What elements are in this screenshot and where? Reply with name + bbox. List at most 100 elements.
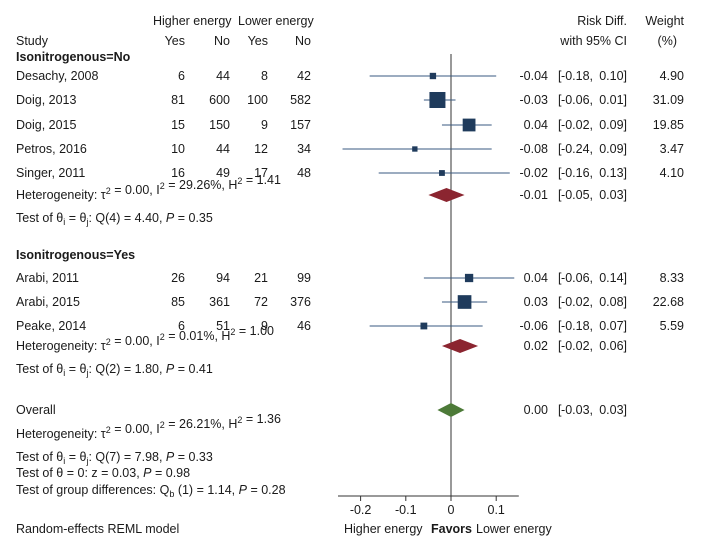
overall-label: Overall bbox=[16, 403, 56, 417]
overall-diamond bbox=[437, 403, 465, 417]
effect-ci-high: 0.01] bbox=[599, 93, 627, 107]
cell-a-yes: 6 bbox=[178, 319, 185, 333]
header-weight: Weight bbox=[645, 14, 684, 28]
group-pooled-diamond bbox=[441, 339, 479, 353]
effect-ci-low: -0.18, bbox=[561, 319, 593, 333]
x-tick-label: 0.1 bbox=[488, 503, 505, 517]
header-ci: with 95% CI bbox=[559, 34, 627, 48]
group-title: Isonitrogenous=Yes bbox=[16, 248, 135, 262]
effect-rd: -0.02 bbox=[520, 166, 549, 180]
forest-rows: Isonitrogenous=No Desachy, 2008 6 44 8 42 -0.0… bbox=[16, 50, 684, 499]
effect-ci-high: 0.07] bbox=[599, 319, 627, 333]
effect-ci-low: -0.18, bbox=[561, 69, 593, 83]
cell-a-no: 600 bbox=[209, 93, 230, 107]
header-a-yes: Yes bbox=[165, 34, 185, 48]
group-heterogeneity: Heterogeneity: τ2 = 0.00, I2 = 29.26%, H… bbox=[16, 173, 281, 202]
group-pooled-ci-low: -0.02, bbox=[561, 339, 593, 353]
effect-bracket: [ bbox=[558, 295, 562, 309]
effect-ci-low: -0.06, bbox=[561, 93, 593, 107]
study-weight: 4.10 bbox=[660, 166, 684, 180]
cell-b-yes: 9 bbox=[261, 118, 268, 132]
effect-ci-high: 0.14] bbox=[599, 271, 627, 285]
effect-rd: -0.03 bbox=[520, 93, 549, 107]
study-name: Arabi, 2015 bbox=[16, 295, 80, 309]
study-marker bbox=[412, 146, 418, 152]
study-marker bbox=[429, 92, 446, 108]
overall-test-zero: Test of θ = 0: z = 0.03, P = 0.98 bbox=[16, 466, 190, 480]
overall-bracket: [ bbox=[558, 403, 562, 417]
header-effect: Risk Diff. bbox=[577, 14, 627, 28]
group-pooled-rd: -0.01 bbox=[520, 188, 549, 202]
group-heterogeneity: Heterogeneity: τ2 = 0.00, I2 = 0.01%, H2… bbox=[16, 324, 274, 353]
study-weight: 5.59 bbox=[660, 319, 684, 333]
x-axis-ticks: -0.2 -0.1 0 0.1 bbox=[350, 496, 505, 517]
group-test: Test of θi = θj: Q(2) = 1.80, P = 0.41 bbox=[16, 362, 213, 378]
header-group-a: Higher energy bbox=[153, 14, 232, 28]
cell-b-no: 157 bbox=[290, 118, 311, 132]
group-title: Isonitrogenous=No bbox=[16, 50, 131, 64]
cell-a-no: 44 bbox=[216, 69, 230, 83]
effect-rd: -0.04 bbox=[520, 69, 549, 83]
cell-a-yes: 16 bbox=[171, 166, 185, 180]
cell-a-no: 44 bbox=[216, 142, 230, 156]
effect-rd: 0.04 bbox=[524, 118, 548, 132]
study-marker bbox=[464, 273, 474, 283]
cell-b-no: 34 bbox=[297, 142, 311, 156]
x-tick-label: -0.2 bbox=[350, 503, 372, 517]
cell-b-yes: 8 bbox=[261, 69, 268, 83]
cell-a-no: 361 bbox=[209, 295, 230, 309]
overall-test-equal: Test of θi = θj: Q(7) = 7.98, P = 0.33 bbox=[16, 450, 213, 466]
study-name: Doig, 2013 bbox=[16, 93, 77, 107]
effect-bracket: [ bbox=[558, 118, 562, 132]
cell-b-yes: 12 bbox=[254, 142, 268, 156]
study-weight: 3.47 bbox=[660, 142, 684, 156]
effect-rd: 0.04 bbox=[524, 271, 548, 285]
study-name: Doig, 2015 bbox=[16, 118, 77, 132]
cell-b-yes: 9 bbox=[261, 319, 268, 333]
effect-bracket: [ bbox=[558, 69, 562, 83]
effect-ci-low: -0.02, bbox=[561, 118, 593, 132]
effect-rd: -0.08 bbox=[520, 142, 549, 156]
cell-b-no: 46 bbox=[297, 319, 311, 333]
cell-a-yes: 81 bbox=[171, 93, 185, 107]
cell-a-no: 94 bbox=[216, 271, 230, 285]
effect-ci-low: -0.06, bbox=[561, 271, 593, 285]
effect-bracket: [ bbox=[558, 271, 562, 285]
cell-b-no: 582 bbox=[290, 93, 311, 107]
effect-ci-high: 0.13] bbox=[599, 166, 627, 180]
effect-ci-high: 0.09] bbox=[599, 142, 627, 156]
header-a-no: No bbox=[214, 34, 230, 48]
header-study: Study bbox=[16, 34, 49, 48]
cell-a-yes: 26 bbox=[171, 271, 185, 285]
group-pooled-bracket: [ bbox=[558, 339, 562, 353]
effect-rd: -0.06 bbox=[520, 319, 549, 333]
study-name: Peake, 2014 bbox=[16, 319, 86, 333]
overall-heterogeneity: Heterogeneity: τ2 = 0.00, I2 = 26.21%, H… bbox=[16, 412, 281, 441]
cell-b-yes: 72 bbox=[254, 295, 268, 309]
study-weight: 31.09 bbox=[653, 93, 684, 107]
effect-rd: 0.03 bbox=[524, 295, 548, 309]
overall-ci-low: -0.03, bbox=[561, 403, 593, 417]
group-pooled-diamond bbox=[428, 188, 465, 202]
cell-a-no: 49 bbox=[216, 166, 230, 180]
overall-rd: 0.00 bbox=[524, 403, 548, 417]
effect-ci-low: -0.24, bbox=[561, 142, 593, 156]
group-pooled-ci-high: 0.03] bbox=[599, 188, 627, 202]
cell-b-no: 376 bbox=[290, 295, 311, 309]
group-pooled-bracket: [ bbox=[558, 188, 562, 202]
effect-ci-high: 0.08] bbox=[599, 295, 627, 309]
cell-a-yes: 15 bbox=[171, 118, 185, 132]
cell-b-no: 48 bbox=[297, 166, 311, 180]
effect-bracket: [ bbox=[558, 319, 562, 333]
overall-ci-high: 0.03] bbox=[599, 403, 627, 417]
study-weight: 4.90 bbox=[660, 69, 684, 83]
effect-bracket: [ bbox=[558, 93, 562, 107]
axis-label-left: Higher energy bbox=[344, 522, 423, 536]
study-weight: 22.68 bbox=[653, 295, 684, 309]
x-tick-label: 0 bbox=[448, 503, 455, 517]
cell-a-no: 150 bbox=[209, 118, 230, 132]
study-name: Arabi, 2011 bbox=[16, 271, 79, 285]
axis-label-mid: Favors bbox=[431, 522, 472, 536]
effect-ci-high: 0.10] bbox=[599, 69, 627, 83]
overall-test-groups: Test of group differences: Qb (1) = 1.14… bbox=[16, 483, 286, 499]
